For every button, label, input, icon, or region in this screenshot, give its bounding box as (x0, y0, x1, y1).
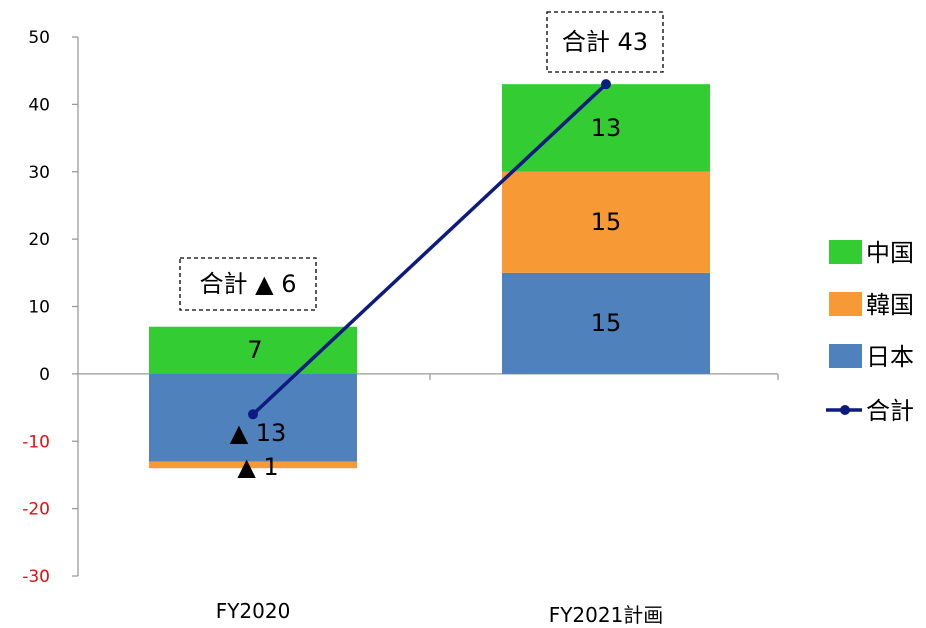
y-tick-label: -10 (22, 432, 50, 452)
bar-韓国-FY2020 (149, 461, 357, 469)
x-tick-label: FY2020 (216, 599, 291, 623)
total-line-path (251, 82, 608, 416)
y-tick-label: 50 (28, 28, 50, 48)
legend-label-合計: 合計 (866, 397, 914, 425)
bar-中国-FY2021計画 (502, 84, 710, 172)
y-tick-label: 0 (39, 365, 50, 385)
legend-marker-合計 (840, 405, 850, 415)
total-label-box-FY2020 (179, 257, 317, 311)
bars (149, 84, 710, 469)
y-tick-label: -20 (22, 500, 50, 520)
y-tick-label: 30 (28, 163, 50, 183)
y-tick-label: -30 (22, 567, 50, 587)
total-label-box-FY2021計画 (546, 11, 664, 73)
y-tick-label: 20 (28, 230, 50, 250)
total-label-FY2020: 合計 ▲ 6 (200, 270, 297, 298)
legend-label-日本: 日本 (866, 343, 914, 371)
labels: ▲ 13 15 ▲ 1 15 7 13 合計 ▲ 6 合計 43 (179, 11, 664, 481)
legend-swatch-中国 (829, 240, 862, 264)
data-label-韓国-FY2020: ▲ 1 (237, 453, 278, 481)
legend-label-中国: 中国 (866, 239, 914, 267)
legend-swatch-韓国 (829, 292, 862, 316)
data-label-韓国-FY2021計画: 15 (591, 208, 622, 236)
y-tick-label: 40 (28, 95, 50, 115)
data-label-日本-FY2020: ▲ 13 (230, 419, 287, 447)
x-tick-label: FY2021計画 (549, 603, 664, 627)
total-label-FY2021計画: 合計 43 (562, 28, 648, 56)
data-label-中国-FY2021計画: 13 (591, 114, 622, 142)
total-point-FY2020 (248, 409, 258, 420)
total-point-FY2021計画 (601, 79, 611, 90)
bar-韓国-FY2021計画 (502, 171, 710, 273)
data-label-中国-FY2020: 7 (247, 336, 262, 364)
legend-swatch-日本 (829, 344, 862, 368)
legend-label-韓国: 韓国 (866, 291, 914, 319)
y-tick-label: 10 (28, 298, 50, 318)
total-line (248, 79, 611, 420)
data-label-日本-FY2021計画: 15 (591, 309, 622, 337)
bar-日本-FY2021計画 (502, 272, 710, 374)
